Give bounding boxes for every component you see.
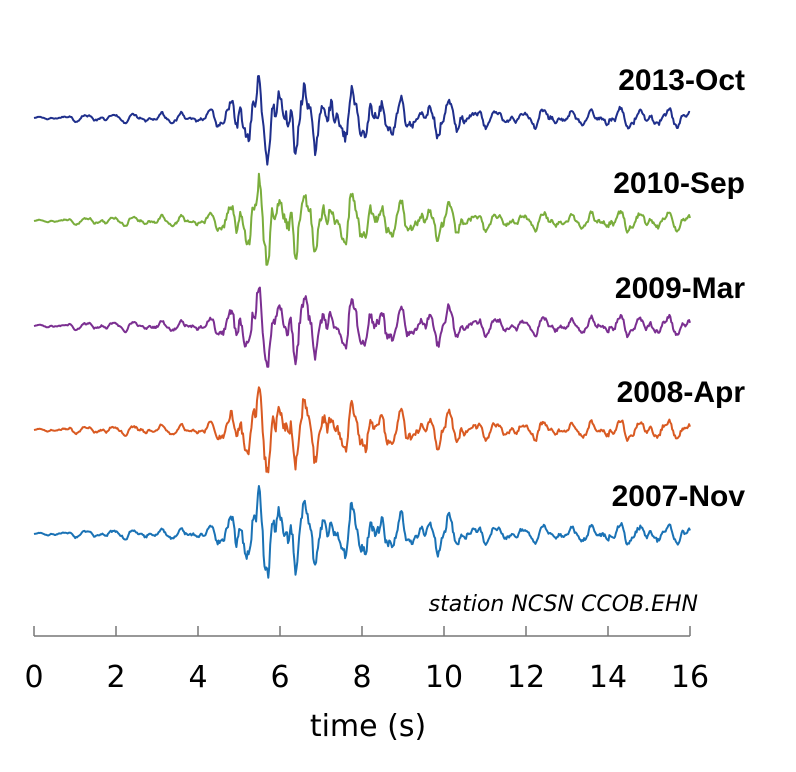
x-tick-label: 12	[507, 660, 545, 695]
x-tick-label: 4	[188, 660, 207, 695]
trace-label: 2007-Nov	[612, 480, 746, 513]
station-annotation: station NCSN CCOB.EHN	[429, 592, 698, 617]
trace-label: 2010-Sep	[613, 167, 745, 200]
x-tick-label: 14	[589, 660, 627, 695]
seismogram-trace	[33, 172, 691, 266]
trace-label: 2008-Apr	[617, 376, 746, 409]
seismogram-trace	[33, 286, 691, 368]
trace-label: 2013-Oct	[618, 64, 745, 97]
x-axis-title: time (s)	[310, 709, 426, 744]
x-tick-label: 2	[106, 660, 125, 695]
trace-label-group: 2013-Oct 2010-Sep 2009-Mar 2008-Apr 2007-Nov	[612, 64, 746, 513]
trace-group	[33, 75, 691, 579]
trace-label: 2009-Mar	[615, 272, 745, 305]
x-tick-label: 16	[671, 660, 709, 695]
x-axis-ticks: 0 2 4 6 8 10 12 14 16	[24, 626, 709, 695]
seismogram-trace	[33, 75, 691, 166]
seismogram-trace	[33, 386, 691, 474]
x-tick-label: 0	[24, 660, 43, 695]
seismogram-trace	[33, 485, 691, 579]
x-tick-label: 6	[270, 660, 289, 695]
x-tick-label: 8	[352, 660, 371, 695]
x-tick-label: 10	[425, 660, 463, 695]
